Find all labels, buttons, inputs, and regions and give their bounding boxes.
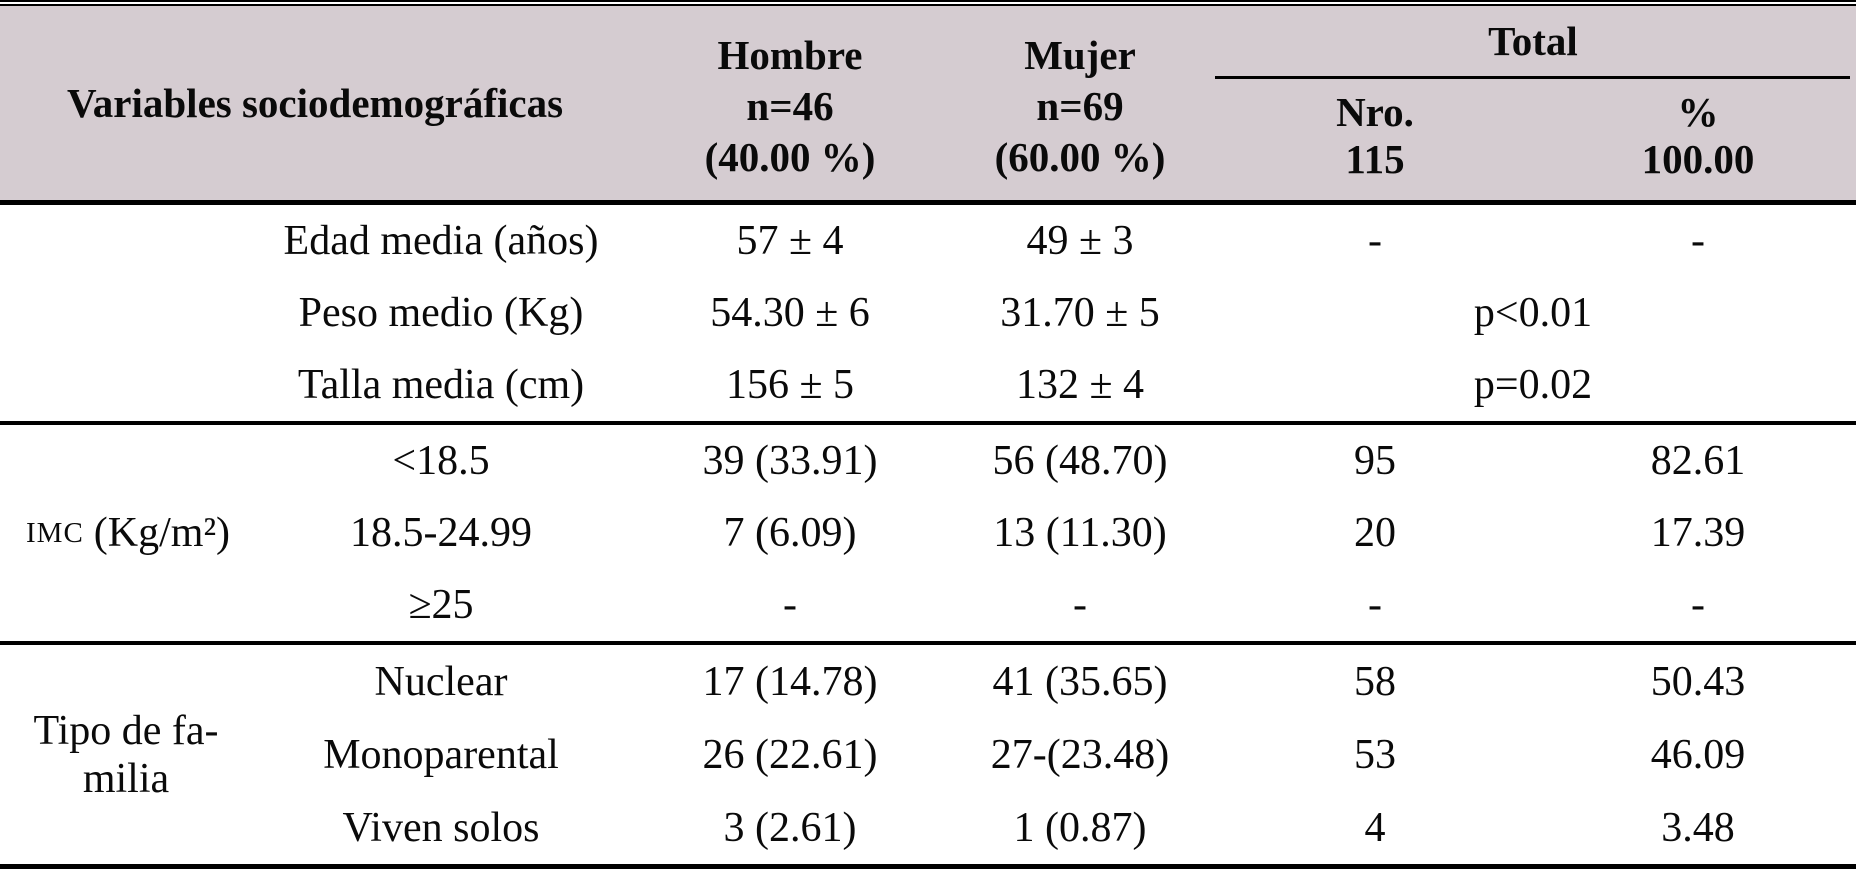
cell-pvalue: p<0.01 bbox=[1473, 290, 1593, 336]
cell-mujer: 132 ± 4 bbox=[1015, 362, 1145, 408]
row-label: <18.5 bbox=[392, 438, 490, 484]
cell-mujer: 1 (0.87) bbox=[1013, 804, 1147, 851]
cell-nro: 4 bbox=[1364, 804, 1386, 851]
row-label: ≥25 bbox=[408, 582, 474, 628]
header-nro-label: Nro. bbox=[1336, 89, 1414, 135]
header-hombre: Hombre n=46 (40.00 %) bbox=[630, 6, 950, 200]
header-mujer-n: n=69 bbox=[1036, 82, 1124, 129]
familia-line1: Tipo de fa- bbox=[33, 707, 219, 754]
header-hombre-title: Hombre bbox=[717, 31, 863, 78]
total-subvalues: 115 100.00 bbox=[1210, 138, 1856, 180]
cell-mujer: 49 ± 3 bbox=[1026, 218, 1134, 264]
row-label: Viven solos bbox=[342, 804, 540, 851]
header-hombre-pct: (40.00 %) bbox=[704, 133, 876, 180]
empty-cell bbox=[0, 205, 252, 277]
total-subheaders: Nro. % bbox=[1210, 91, 1856, 133]
header-bottom-rule bbox=[0, 200, 1856, 205]
cell-hombre: 17 (14.78) bbox=[702, 658, 878, 705]
cell-hombre: 57 ± 4 bbox=[736, 218, 844, 264]
header-pct-value: 100.00 bbox=[1641, 136, 1755, 182]
row-label: Nuclear bbox=[374, 658, 508, 705]
cell-hombre: 3 (2.61) bbox=[723, 804, 857, 851]
row-label: 18.5-24.99 bbox=[350, 510, 532, 556]
header-mujer: Mujer n=69 (60.00 %) bbox=[950, 6, 1210, 200]
cell-mujer: - bbox=[1073, 582, 1087, 628]
header-mujer-title: Mujer bbox=[1024, 31, 1136, 78]
cell-nro: 53 bbox=[1354, 731, 1396, 778]
section-means: Edad media (años) 57 ± 4 49 ± 3 - - Peso… bbox=[0, 205, 1856, 421]
row-label: Peso medio (Kg) bbox=[298, 290, 584, 336]
total-spanner-rule bbox=[1215, 76, 1850, 79]
group-label-familia: Tipo de fa- milia bbox=[0, 645, 252, 864]
cell-mujer: 41 (35.65) bbox=[992, 658, 1168, 705]
header-total-title: Total bbox=[1488, 18, 1578, 64]
cell-nro: 95 bbox=[1354, 438, 1396, 484]
familia-line2: milia bbox=[82, 755, 170, 802]
cell-hombre: 39 (33.91) bbox=[702, 438, 878, 484]
top-rule bbox=[0, 0, 1856, 6]
cell-pvalue: p=0.02 bbox=[1473, 362, 1593, 408]
empty-cell bbox=[0, 349, 252, 421]
cell-hombre: 54.30 ± 6 bbox=[710, 290, 870, 336]
header-pct-label: % bbox=[1677, 89, 1719, 135]
row-label: Monoparental bbox=[323, 731, 559, 778]
header-mujer-pct: (60.00 %) bbox=[994, 133, 1166, 180]
cell-pct: 3.48 bbox=[1661, 804, 1735, 851]
section-divider-rule bbox=[0, 641, 1856, 645]
cell-hombre: 156 ± 5 bbox=[725, 362, 855, 408]
cell-nro: 20 bbox=[1354, 510, 1396, 556]
imc-abbr: IMC bbox=[26, 516, 84, 549]
cell-hombre: 7 (6.09) bbox=[723, 510, 857, 556]
cell-nro: - bbox=[1368, 582, 1382, 628]
row-label: Edad media (años) bbox=[283, 218, 599, 264]
header-nro-value: 115 bbox=[1345, 136, 1405, 182]
cell-pct: 17.39 bbox=[1650, 510, 1746, 556]
cell-nro: 58 bbox=[1354, 658, 1396, 705]
cell-mujer: 13 (11.30) bbox=[993, 510, 1167, 556]
cell-pct: 50.43 bbox=[1650, 658, 1746, 705]
header-variables-label: Variables sociodemográficas bbox=[66, 80, 564, 126]
empty-cell bbox=[0, 277, 252, 349]
section-divider-rule bbox=[0, 421, 1856, 425]
header-hombre-n: n=46 bbox=[746, 82, 834, 129]
cell-hombre: - bbox=[783, 582, 797, 628]
cell-pct: - bbox=[1691, 218, 1705, 264]
cell-mujer: 27-(23.48) bbox=[990, 731, 1170, 778]
cell-pct: 46.09 bbox=[1650, 731, 1746, 778]
bottom-rule bbox=[0, 864, 1856, 869]
section-imc: IMC (Kg/m²) <18.5 39 (33.91) 56 (48.70) … bbox=[0, 425, 1856, 641]
row-label: Talla media (cm) bbox=[297, 362, 585, 408]
cell-hombre: 26 (22.61) bbox=[702, 731, 878, 778]
imc-unit: (Kg/m²) bbox=[93, 510, 231, 556]
header-total-group: Total Nro. % 115 100.00 bbox=[1210, 6, 1856, 200]
cell-mujer: 56 (48.70) bbox=[992, 438, 1168, 484]
cell-pct: - bbox=[1691, 582, 1705, 628]
cell-mujer: 31.70 ± 5 bbox=[1000, 290, 1160, 336]
table-header: Variables sociodemográficas Hombre n=46 … bbox=[0, 6, 1856, 200]
group-label-imc: IMC (Kg/m²) bbox=[0, 425, 252, 641]
cell-nro: - bbox=[1368, 218, 1382, 264]
cell-pct: 82.61 bbox=[1650, 438, 1746, 484]
section-familia: Tipo de fa- milia Nuclear 17 (14.78) 41 … bbox=[0, 645, 1856, 864]
